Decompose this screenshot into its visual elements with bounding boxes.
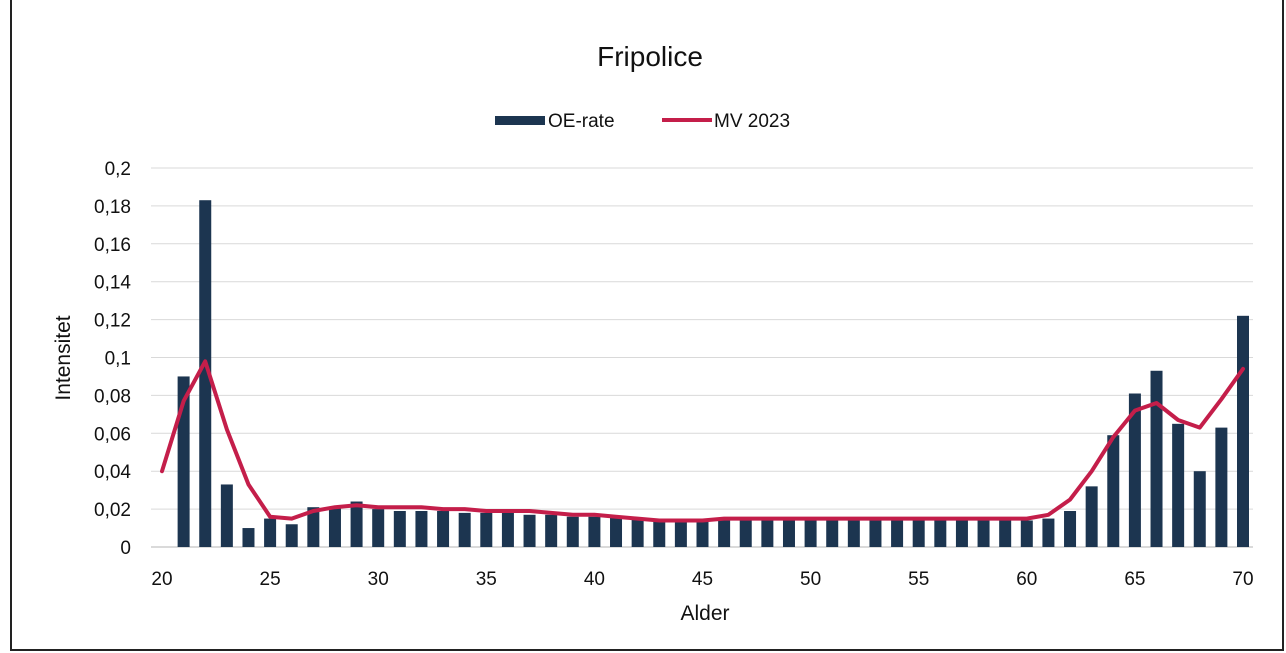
bar — [761, 518, 774, 547]
x-tick-label: 65 — [1124, 569, 1145, 590]
bar — [653, 520, 666, 547]
bar — [826, 518, 839, 547]
bar — [1107, 435, 1120, 547]
legend: OE-rate MV 2023 — [495, 111, 790, 132]
legend-label-oe-rate: OE-rate — [548, 111, 615, 132]
bar — [891, 520, 904, 547]
x-tick-label: 45 — [692, 569, 713, 590]
bar — [177, 376, 190, 547]
chart-title: Fripolice — [597, 41, 703, 72]
legend-label-mv-2023: MV 2023 — [714, 111, 790, 132]
y-tick-label: 0,2 — [105, 159, 131, 180]
y-tick-label: 0,1 — [105, 349, 131, 370]
bar — [955, 520, 968, 547]
bar — [393, 510, 406, 547]
legend-swatch-oe-rate — [495, 116, 545, 125]
bar — [718, 518, 731, 547]
bar — [1085, 486, 1098, 547]
bar — [912, 520, 925, 547]
bar — [1237, 315, 1249, 547]
bar — [1042, 518, 1055, 547]
y-tick-label: 0,02 — [94, 500, 131, 521]
bar — [307, 507, 320, 547]
bar — [242, 528, 255, 547]
bar — [999, 520, 1012, 547]
bar — [566, 516, 579, 547]
bar — [696, 520, 709, 547]
y-axis-ticks: 0 0,02 0,04 0,06 0,08 0,1 0,12 0,14 0,16 0,18 0,2 — [94, 159, 131, 559]
bar-series-oe-rate — [177, 200, 1249, 547]
bar — [1172, 423, 1185, 547]
x-tick-label: 60 — [1016, 569, 1037, 590]
y-tick-label: 0,16 — [94, 235, 131, 256]
bar — [804, 518, 817, 547]
bar — [1215, 427, 1228, 547]
bar — [523, 514, 536, 547]
y-tick-label: 0,08 — [94, 386, 131, 407]
line-series-mv-2023 — [160, 359, 1245, 523]
bar — [350, 501, 363, 547]
x-axis-label: Alder — [680, 602, 729, 625]
y-tick-label: 0 — [120, 538, 131, 559]
bar — [1020, 520, 1033, 547]
x-tick-label: 70 — [1232, 569, 1253, 590]
bar — [458, 512, 471, 547]
y-tick-label: 0,18 — [94, 197, 131, 218]
x-tick-label: 30 — [368, 569, 389, 590]
bar — [372, 509, 385, 547]
bar — [869, 520, 882, 547]
bar — [480, 512, 493, 547]
bar — [782, 518, 795, 547]
x-tick-label: 25 — [260, 569, 281, 590]
x-axis-ticks: 20 25 30 35 40 45 50 55 60 65 70 — [151, 569, 1253, 590]
bar — [328, 507, 341, 547]
bar — [415, 510, 428, 547]
bar — [588, 516, 601, 547]
y-tick-label: 0,14 — [94, 273, 131, 294]
x-tick-label: 20 — [151, 569, 172, 590]
bar — [739, 518, 752, 547]
bar — [545, 514, 558, 547]
y-tick-label: 0,12 — [94, 311, 131, 332]
x-tick-label: 55 — [908, 569, 929, 590]
y-tick-label: 0,06 — [94, 424, 131, 445]
bar — [437, 510, 450, 547]
bar — [1128, 393, 1141, 547]
bar — [264, 518, 277, 547]
y-axis-label: Intensitet — [52, 315, 75, 400]
bar — [934, 520, 947, 547]
x-tick-label: 35 — [476, 569, 497, 590]
bar — [1193, 471, 1206, 547]
bar — [1064, 510, 1077, 547]
bar — [285, 524, 298, 547]
x-tick-label: 40 — [584, 569, 605, 590]
bar — [1150, 370, 1163, 547]
y-tick-label: 0,04 — [94, 462, 131, 483]
bar — [674, 520, 687, 547]
bar — [610, 516, 623, 547]
x-tick-label: 50 — [800, 569, 821, 590]
bar — [631, 518, 644, 547]
bar — [847, 520, 860, 547]
bar — [977, 520, 990, 547]
bar — [199, 200, 212, 547]
bar — [501, 512, 514, 547]
bar — [220, 484, 233, 547]
